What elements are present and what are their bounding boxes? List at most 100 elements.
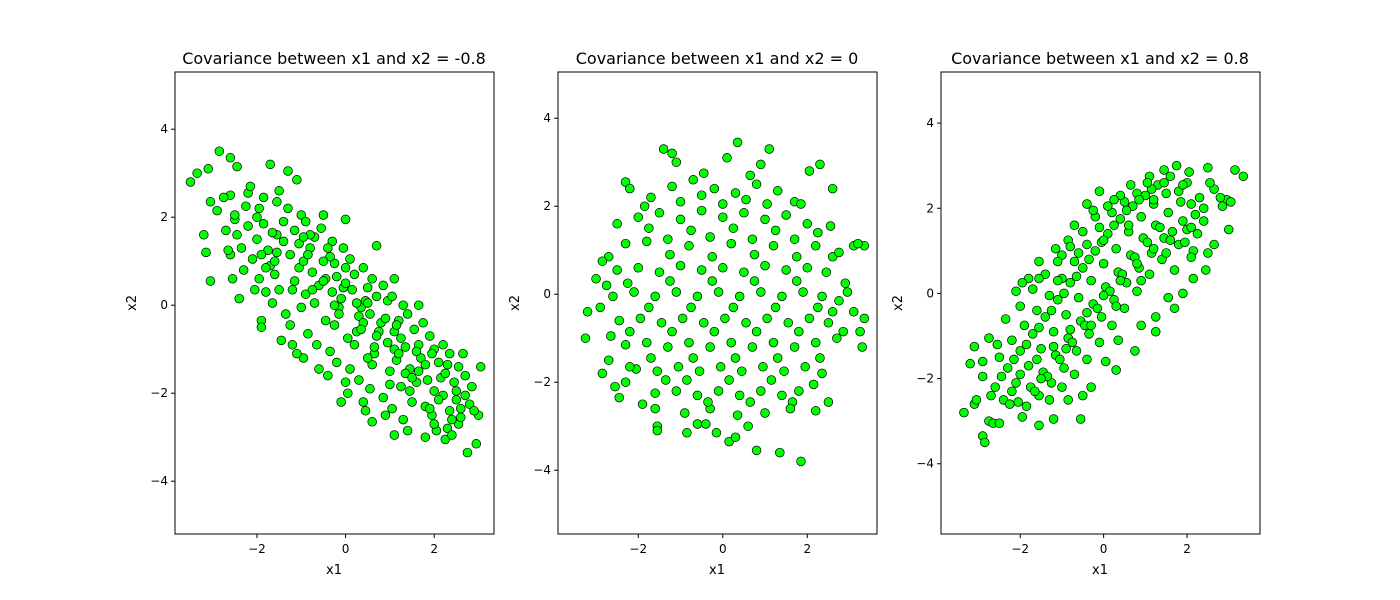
- y-tick-label: −4: [150, 474, 168, 488]
- data-point: [1109, 194, 1119, 205]
- data-point: [365, 384, 375, 394]
- data-point: [1161, 248, 1171, 258]
- y-axis-label: x2: [508, 295, 523, 311]
- data-point: [1030, 386, 1040, 397]
- data-point: [686, 302, 696, 313]
- data-point: [1165, 171, 1176, 182]
- data-point: [859, 313, 870, 324]
- data-point: [1073, 248, 1084, 258]
- data-point: [382, 337, 393, 348]
- data-point: [1205, 177, 1215, 188]
- data-point: [986, 390, 996, 401]
- data-point: [336, 293, 346, 304]
- data-point: [775, 447, 785, 458]
- data-point: [1190, 209, 1201, 220]
- data-point: [1019, 320, 1030, 331]
- data-point: [614, 315, 625, 326]
- data-point: [1171, 160, 1182, 171]
- y-tick-label: 4: [926, 116, 934, 130]
- data-point: [772, 186, 783, 196]
- data-points: [185, 146, 486, 458]
- data-point: [303, 329, 313, 339]
- data-point: [1007, 386, 1017, 397]
- data-points: [959, 160, 1249, 448]
- data-point: [1088, 205, 1098, 216]
- data-point: [667, 181, 677, 192]
- data-point: [252, 212, 262, 222]
- y-tick-label: −2: [150, 386, 168, 400]
- data-point: [633, 212, 644, 222]
- data-point: [758, 362, 768, 372]
- data-point: [418, 318, 428, 328]
- data-point: [1134, 194, 1144, 205]
- data-point: [444, 348, 455, 359]
- data-point: [1194, 192, 1205, 203]
- data-point: [823, 318, 834, 328]
- data-point: [1094, 186, 1105, 196]
- data-point: [1090, 246, 1101, 256]
- data-point: [261, 263, 271, 273]
- data-point: [1084, 329, 1094, 339]
- data-point: [1078, 390, 1088, 401]
- data-point: [682, 428, 692, 438]
- data-point: [442, 423, 453, 434]
- data-point: [272, 247, 282, 258]
- data-point: [1086, 320, 1096, 331]
- data-point: [294, 238, 304, 249]
- data-point: [462, 447, 473, 458]
- data-point: [232, 230, 242, 240]
- data-point: [345, 364, 355, 374]
- y-tick-label: 2: [926, 201, 934, 215]
- x-tick-label: 2: [803, 542, 811, 556]
- data-point: [796, 199, 806, 209]
- data-point: [283, 166, 293, 176]
- data-point: [1184, 167, 1194, 177]
- data-point: [1159, 177, 1169, 188]
- data-point: [682, 375, 692, 385]
- data-point: [650, 291, 660, 302]
- data-point: [1121, 205, 1132, 216]
- data-point: [745, 397, 755, 407]
- data-point: [1163, 207, 1174, 218]
- data-point: [815, 159, 825, 170]
- data-point: [400, 368, 411, 379]
- data-point: [686, 225, 696, 236]
- data-point: [853, 238, 863, 249]
- data-point: [663, 342, 673, 352]
- data-point: [1053, 256, 1063, 267]
- data-point: [1021, 339, 1032, 350]
- data-point: [467, 381, 477, 392]
- data-point: [1069, 220, 1080, 231]
- data-point: [1017, 278, 1028, 288]
- data-point: [438, 340, 448, 350]
- data-point: [603, 355, 614, 365]
- data-point: [1192, 229, 1203, 239]
- data-point: [1046, 305, 1057, 316]
- data-point: [276, 335, 287, 346]
- data-point: [1082, 354, 1092, 365]
- x-tick-label: −2: [248, 542, 266, 556]
- data-point: [718, 263, 728, 273]
- data-point: [732, 410, 743, 420]
- data-point: [591, 274, 601, 284]
- data-point: [827, 183, 838, 194]
- data-point: [1036, 344, 1046, 354]
- data-point: [794, 386, 804, 396]
- data-point: [358, 263, 369, 273]
- x-axis-label: x1: [709, 563, 725, 578]
- data-point: [329, 258, 340, 269]
- y-tick-label: −4: [916, 457, 934, 471]
- data-point: [1082, 199, 1092, 209]
- data-point: [783, 318, 794, 328]
- data-point: [637, 399, 648, 409]
- data-point: [798, 287, 808, 297]
- data-point: [1103, 201, 1113, 211]
- data-point: [296, 302, 307, 313]
- x-tick-label: 0: [719, 542, 727, 556]
- data-point: [283, 203, 293, 214]
- data-point: [1034, 322, 1044, 333]
- data-point: [1186, 252, 1196, 262]
- data-point: [1067, 337, 1078, 348]
- data-point: [241, 201, 251, 211]
- data-point: [1065, 278, 1076, 288]
